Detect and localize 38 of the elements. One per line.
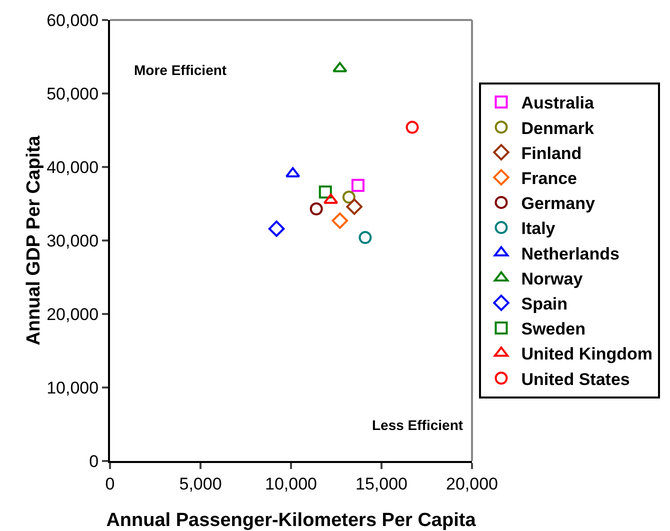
- x-tick-label: 10,000: [265, 474, 317, 494]
- point: [310, 202, 323, 216]
- x-tick-label: 20,000: [446, 474, 498, 494]
- x-tick-label: 15,000: [356, 474, 408, 494]
- y-tick-label: 40,000: [46, 158, 99, 177]
- legend-label: Australia: [521, 94, 595, 113]
- point: [332, 212, 348, 229]
- point: [351, 178, 364, 192]
- point: [358, 231, 372, 244]
- legend-label: United Kingdom: [521, 344, 653, 364]
- x-axis-title: Annual Passenger-Kilometers Per Capita: [106, 510, 476, 531]
- annotation: More Efficient: [134, 62, 227, 78]
- legend-label: Sweden: [521, 320, 586, 339]
- y-tick-label: 60,000: [46, 10, 99, 30]
- y-axis-title: Annual GDP Per Capita: [24, 135, 45, 346]
- annotation: Less Efficient: [372, 417, 464, 433]
- legend-label: Netherlands: [521, 244, 620, 264]
- point: [332, 62, 348, 72]
- legend-label: Spain: [521, 294, 568, 314]
- y-tick-label: 30,000: [46, 231, 99, 250]
- x-tick-label: 5,000: [179, 474, 222, 494]
- y-tick-label: 10,000: [46, 378, 99, 398]
- legend-label: Germany: [521, 194, 596, 214]
- point: [406, 120, 419, 134]
- y-tick-label: 20,000: [46, 304, 99, 324]
- legend-label: Finland: [521, 144, 582, 163]
- x-tick-label: 0: [105, 474, 115, 494]
- point: [346, 198, 362, 215]
- legend-label: Denmark: [521, 118, 595, 138]
- point: [318, 185, 332, 198]
- point: [342, 190, 356, 204]
- point: [268, 220, 285, 237]
- legend-label: Norway: [521, 269, 584, 288]
- y-tick-label: 0: [89, 452, 99, 471]
- legend-label: Italy: [521, 219, 556, 238]
- legend-label: France: [521, 168, 577, 188]
- legend-label: United States: [521, 370, 630, 389]
- y-tick-label: 50,000: [46, 84, 99, 104]
